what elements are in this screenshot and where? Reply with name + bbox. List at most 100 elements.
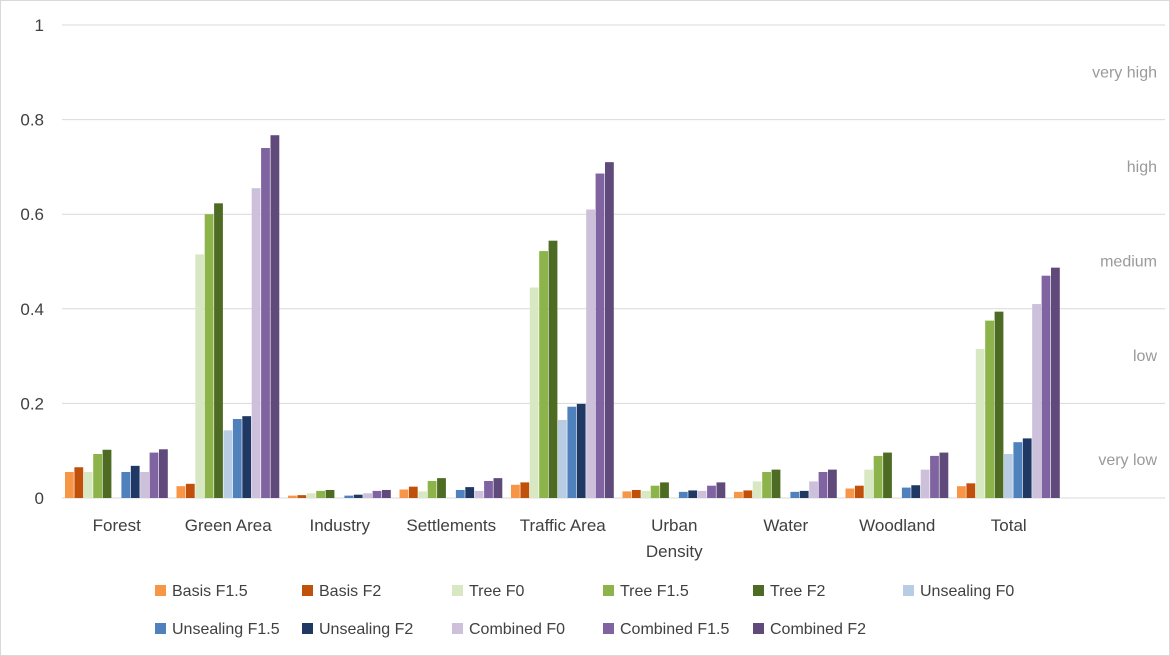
bar xyxy=(399,489,409,498)
bar xyxy=(251,188,261,498)
bar xyxy=(520,482,530,498)
bar xyxy=(930,455,939,498)
bar xyxy=(985,320,994,499)
bar xyxy=(650,485,660,498)
bar xyxy=(195,254,205,498)
band-label: very low xyxy=(1098,452,1157,469)
legend-swatch xyxy=(302,585,313,596)
legend-item: Tree F2 xyxy=(753,583,826,600)
bar xyxy=(539,251,548,498)
bar xyxy=(232,419,242,498)
bar xyxy=(484,480,493,498)
bar xyxy=(697,490,707,498)
bar xyxy=(344,495,354,498)
bar xyxy=(586,209,595,498)
bar xyxy=(353,494,363,498)
bar xyxy=(149,452,159,498)
x-category-label: Total xyxy=(991,516,1027,535)
bar xyxy=(660,482,669,498)
legend-label: Combined F2 xyxy=(770,621,866,638)
bar xyxy=(790,491,800,498)
bar xyxy=(185,483,195,498)
legend-item: Basis F1.5 xyxy=(155,583,248,600)
bar xyxy=(688,490,698,498)
bar xyxy=(716,482,726,498)
category-group xyxy=(957,267,1060,499)
legend-item: Tree F1.5 xyxy=(603,583,689,600)
x-category-label: Settlements xyxy=(406,516,496,535)
legend-item: Unsealing F2 xyxy=(302,621,413,638)
bar xyxy=(595,173,605,498)
bar xyxy=(511,484,520,498)
legend-item: Tree F0 xyxy=(452,583,525,600)
bar xyxy=(427,480,437,498)
legend-item: Unsealing F0 xyxy=(903,583,1014,600)
bar xyxy=(828,469,837,498)
x-category-label: Woodland xyxy=(859,516,935,535)
bar xyxy=(214,203,223,498)
bar xyxy=(567,406,577,498)
bar xyxy=(242,416,252,498)
x-category-label: Traffic Area xyxy=(520,516,607,535)
legend-swatch xyxy=(155,585,166,596)
bar xyxy=(316,490,325,498)
bar xyxy=(437,478,446,498)
bar xyxy=(920,469,930,498)
bar xyxy=(121,471,131,498)
bar xyxy=(325,489,335,498)
x-category-label: Density xyxy=(646,542,703,561)
bar xyxy=(1013,442,1023,498)
bar xyxy=(901,487,911,498)
bar xyxy=(261,147,270,499)
band-labels: very high high medium low very low xyxy=(1092,64,1157,469)
bar xyxy=(911,485,921,498)
legend-label: Tree F0 xyxy=(469,583,525,600)
bar xyxy=(707,485,716,498)
bar xyxy=(474,490,484,498)
bar xyxy=(939,452,949,498)
y-tick-label: 0.2 xyxy=(20,394,44,413)
bar xyxy=(418,491,428,498)
y-tick-label: 0.6 xyxy=(20,205,44,224)
x-category-label: Green Area xyxy=(185,516,272,535)
band-label: very high xyxy=(1092,64,1157,81)
y-tick-label: 0.4 xyxy=(20,300,44,319)
category-group xyxy=(845,452,949,498)
bar xyxy=(845,488,855,498)
bar xyxy=(159,449,168,498)
band-label: high xyxy=(1127,159,1157,176)
x-category-label: Industry xyxy=(310,516,371,535)
bar xyxy=(1051,267,1060,498)
category-group xyxy=(399,478,503,498)
category-group xyxy=(622,482,726,498)
bar xyxy=(140,471,149,498)
bar xyxy=(93,454,102,498)
bar xyxy=(1022,438,1032,498)
bar xyxy=(762,471,771,498)
legend-label: Combined F0 xyxy=(469,621,565,638)
bar xyxy=(382,489,391,498)
bar xyxy=(493,478,503,498)
legend-label: Tree F2 xyxy=(770,583,826,600)
y-tick-label: 1 xyxy=(35,16,44,35)
x-category-label: Water xyxy=(763,516,808,535)
category-group xyxy=(288,489,391,498)
x-axis-categories: Forest Green Area Industry Settlements Traff… xyxy=(93,516,1027,561)
bar xyxy=(605,162,614,499)
legend-swatch xyxy=(753,585,764,596)
bar xyxy=(1004,454,1013,498)
legend-item: Combined F2 xyxy=(753,621,866,638)
band-label: low xyxy=(1133,348,1157,365)
bar xyxy=(529,287,539,498)
bar xyxy=(734,491,743,498)
x-category-label: Urban xyxy=(651,516,697,535)
y-axis-ticks: 0 0.2 0.4 0.6 0.8 1 xyxy=(20,16,44,508)
bar xyxy=(223,430,233,498)
legend-swatch xyxy=(903,585,914,596)
bar xyxy=(408,486,418,498)
legend-item: Basis F2 xyxy=(302,583,381,600)
category-group xyxy=(176,135,280,499)
legend-label: Unsealing F0 xyxy=(920,583,1014,600)
